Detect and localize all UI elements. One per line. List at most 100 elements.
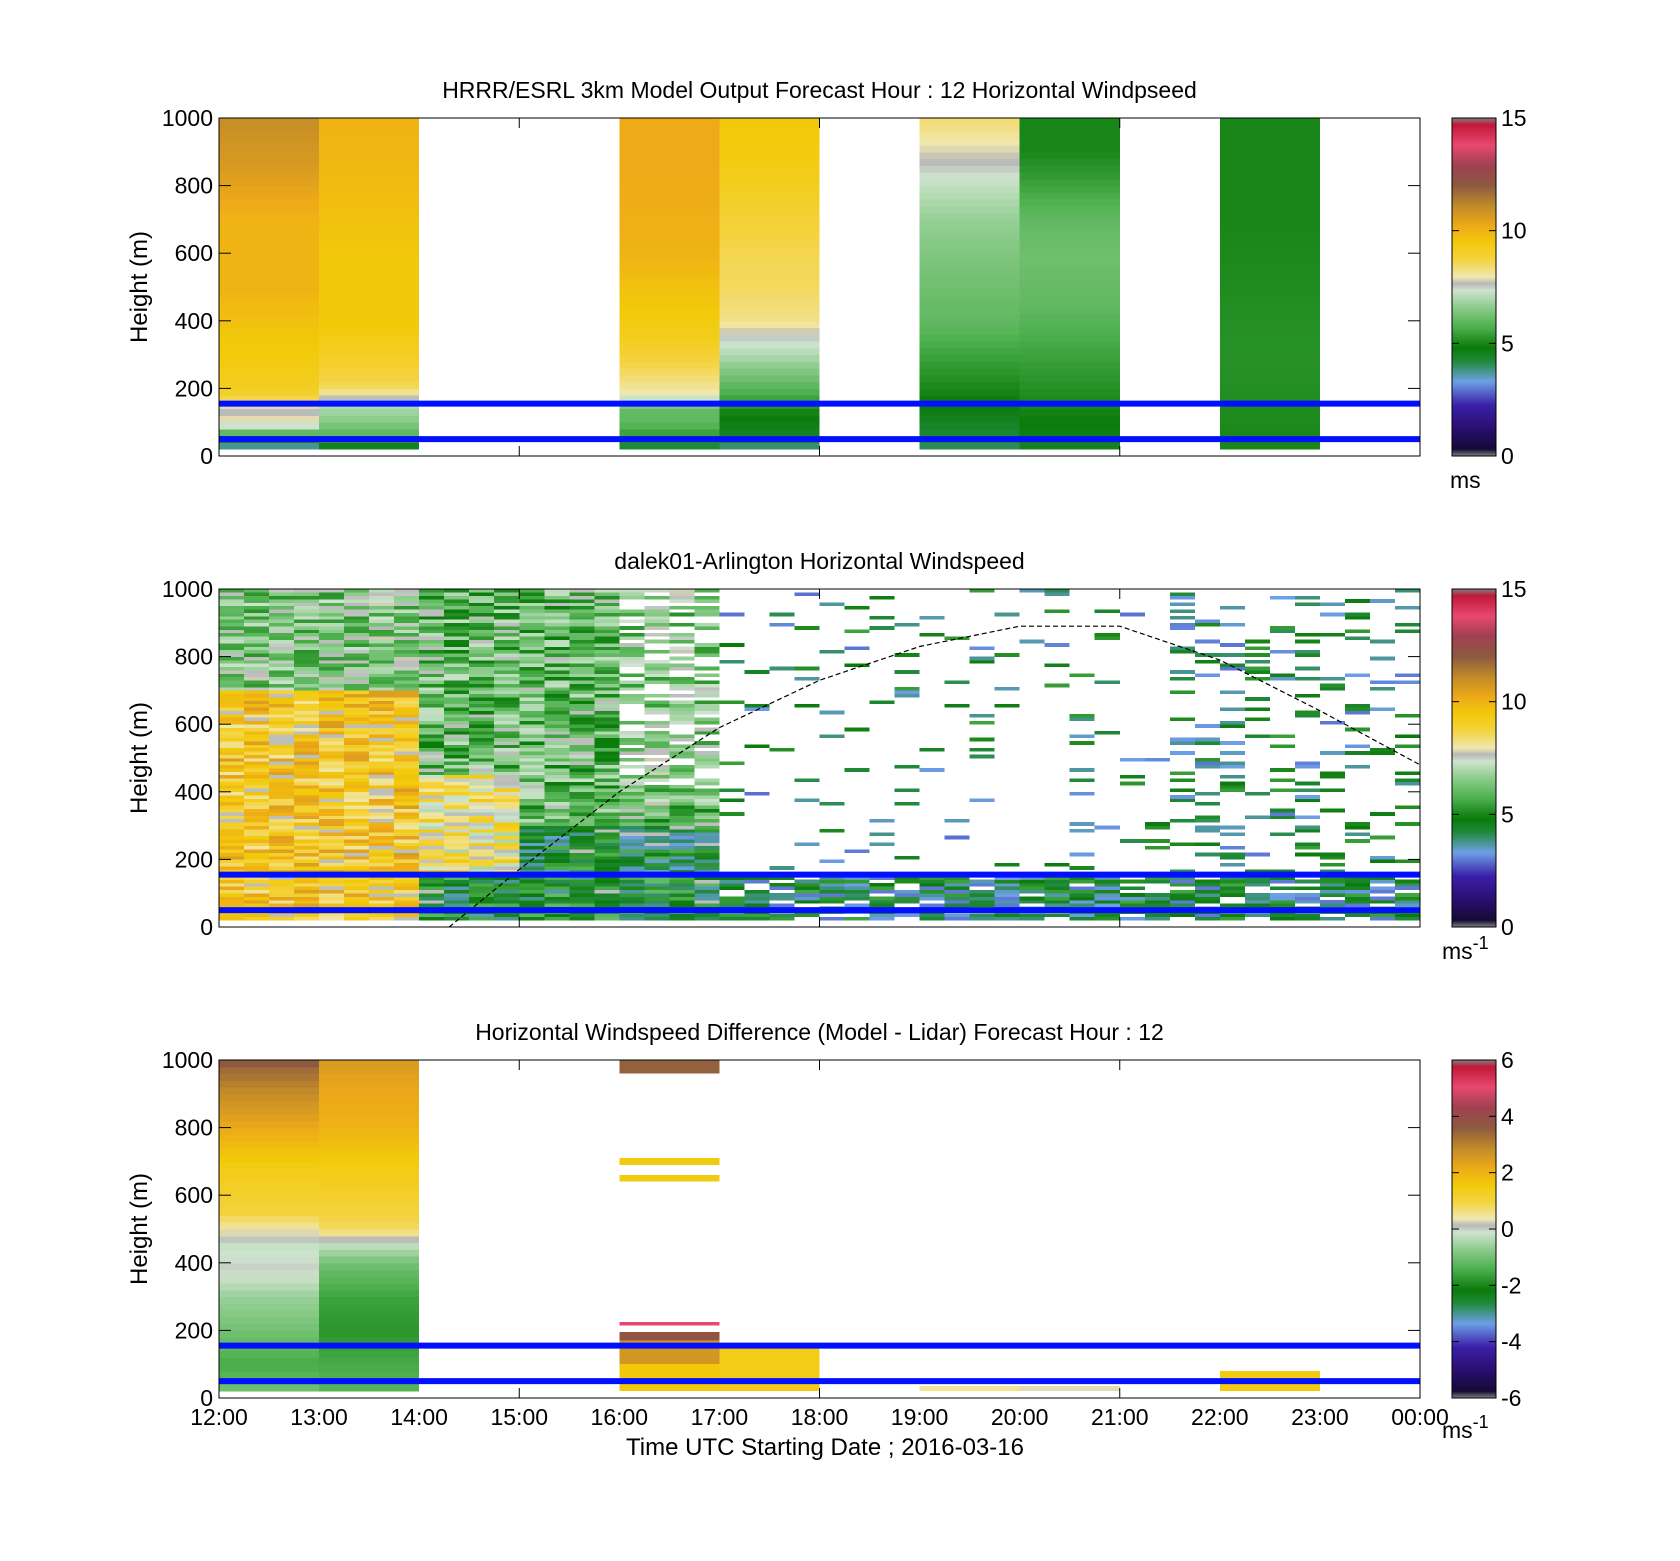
heatmap-cell (1194, 639, 1220, 644)
heatmap-cell (469, 663, 495, 668)
heatmap-cell (1069, 741, 1095, 745)
heatmap-cell (594, 710, 620, 715)
heatmap-cell (469, 899, 495, 904)
heatmap-cell (369, 636, 395, 640)
heatmap-cell (444, 649, 470, 654)
heatmap-cell (769, 913, 795, 918)
heatmap-cell (794, 893, 820, 897)
heatmap-cell (494, 774, 520, 779)
heatmap-cell (969, 896, 995, 901)
heatmap-cell (1244, 653, 1270, 657)
heatmap-cell (494, 818, 520, 823)
heatmap-cell (494, 889, 520, 894)
colorbar-tick-label: 5 (1501, 330, 1514, 356)
heatmap-cell (344, 595, 370, 600)
heatmap-cell (569, 856, 595, 860)
heatmap-cell (319, 212, 420, 220)
heatmap-cell (244, 832, 270, 837)
heatmap-cell (619, 395, 720, 403)
heatmap-cell (369, 774, 395, 779)
heatmap-cell (344, 795, 370, 799)
heatmap-cell (369, 605, 395, 610)
heatmap-cell (644, 609, 670, 613)
heatmap-cell (1219, 761, 1245, 766)
heatmap-cell (469, 869, 495, 874)
heatmap-cell (744, 893, 770, 897)
heatmap-cell (669, 839, 695, 843)
heatmap-cell (794, 626, 820, 630)
heatmap-cell (694, 764, 720, 769)
heatmap-cell (544, 798, 570, 803)
heatmap-cell (894, 896, 920, 901)
heatmap-cell (219, 899, 245, 904)
heatmap-cell (919, 327, 1020, 335)
heatmap-cell (269, 798, 295, 803)
heatmap-cell (219, 659, 245, 664)
heatmap-cell (1269, 595, 1295, 600)
heatmap-cell (319, 1107, 420, 1115)
heatmap-cell (494, 788, 520, 793)
heatmap-cell (619, 259, 720, 268)
heatmap-cell (594, 862, 620, 867)
heatmap-cell (969, 913, 995, 918)
heatmap-cell (494, 852, 520, 857)
heatmap-cell (244, 859, 270, 864)
heatmap-cell (944, 835, 970, 840)
heatmap-cell (244, 703, 270, 708)
heatmap-cell (919, 395, 1020, 403)
heatmap-cell (369, 730, 395, 735)
heatmap-cell (519, 845, 545, 850)
heatmap-cell (594, 883, 620, 887)
heatmap-cell (1319, 602, 1345, 607)
heatmap-cell (419, 781, 445, 786)
heatmap-cell (644, 788, 670, 793)
heatmap-cell (394, 825, 420, 830)
heatmap-cell (694, 808, 720, 813)
heatmap-cell (494, 683, 520, 688)
heatmap-cell (744, 899, 770, 904)
heatmap-cell (219, 747, 245, 752)
heatmap-cell (794, 703, 820, 708)
heatmap-cell (619, 808, 645, 813)
heatmap-cell (844, 605, 870, 610)
heatmap-cell (1244, 734, 1270, 739)
heatmap-cell (869, 899, 895, 904)
heatmap-cell (1119, 879, 1145, 884)
heatmap-cell (219, 259, 320, 268)
heatmap-cell (1169, 795, 1195, 799)
heatmap-cell (494, 856, 520, 860)
heatmap-cell (344, 744, 370, 749)
heatmap-cell (294, 714, 320, 718)
heatmap-cell (419, 818, 445, 823)
heatmap-cell (319, 145, 420, 153)
heatmap-cell (519, 835, 545, 840)
heatmap-cell (519, 801, 545, 806)
heatmap-cell (619, 815, 645, 820)
heatmap-cell (594, 852, 620, 857)
heatmap-cell (469, 828, 495, 833)
heatmap-cell (544, 720, 570, 725)
heatmap-cell (444, 700, 470, 705)
heatmap-cell (644, 795, 670, 799)
heatmap-cell (369, 771, 395, 776)
heatmap-cell (769, 883, 795, 887)
heatmap-cell (594, 730, 620, 735)
heatmap-cell (594, 751, 620, 755)
heatmap-cell (519, 646, 545, 651)
heatmap-cell (244, 835, 270, 840)
heatmap-cell (1269, 815, 1295, 820)
heatmap-cell (644, 896, 670, 901)
heatmap-cell (1169, 676, 1195, 681)
heatmap-cell (719, 415, 820, 423)
heatmap-cell (594, 632, 620, 637)
heatmap-cell (294, 818, 320, 823)
heatmap-cell (769, 886, 795, 891)
heatmap-cell (444, 676, 470, 681)
heatmap-cell (369, 663, 395, 668)
heatmap-cell (619, 172, 720, 180)
heatmap-cell (519, 774, 545, 779)
heatmap-cell (319, 646, 345, 651)
heatmap-cell (1344, 599, 1370, 603)
heatmap-cell (719, 287, 820, 295)
heatmap-cell (319, 1120, 420, 1129)
